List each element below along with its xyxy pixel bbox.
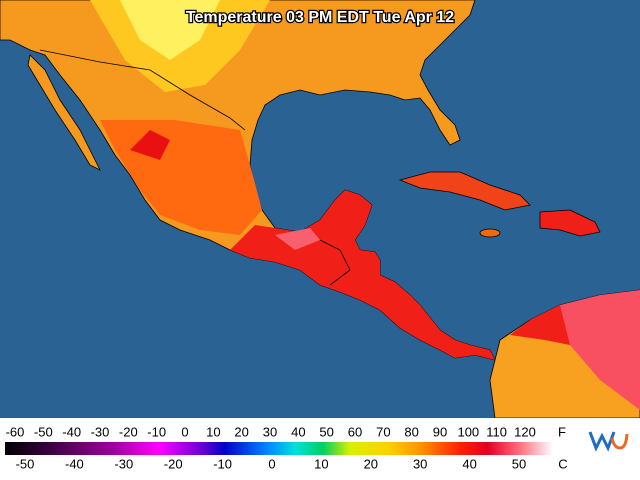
hispaniola <box>539 209 601 237</box>
celsius-label: 50 <box>512 456 526 471</box>
celsius-label: 0 <box>268 456 275 471</box>
cuba <box>398 171 531 211</box>
map <box>0 0 640 419</box>
pink-patch <box>275 228 320 250</box>
fahrenheit-label: -20 <box>119 424 138 439</box>
fahrenheit-label: 80 <box>404 424 418 439</box>
logo-w <box>588 431 616 452</box>
color-scale <box>5 442 553 455</box>
celsius-label: 20 <box>364 456 378 471</box>
south-america-red <box>510 305 570 345</box>
fahrenheit-label: 50 <box>319 424 333 439</box>
fahrenheit-label: 0 <box>181 424 188 439</box>
celsius-label: -10 <box>213 456 232 471</box>
legend-labels: -60 -50 -40 -30 -20 -10 0 10 20 30 40 50 60 70 80 90 100… <box>6 424 536 471</box>
fahrenheit-label: 100 <box>457 424 479 439</box>
fahrenheit-label: -50 <box>34 424 53 439</box>
fahrenheit-label: 30 <box>263 424 277 439</box>
fahrenheit-label: 40 <box>291 424 305 439</box>
fahrenheit-label: 110 <box>486 424 507 439</box>
celsius-label: -40 <box>65 456 84 471</box>
logo <box>588 428 629 452</box>
hot-spot <box>130 130 170 160</box>
celsius-label: -30 <box>114 456 133 471</box>
celsius-label: 10 <box>314 456 328 471</box>
fahrenheit-label: 90 <box>433 424 447 439</box>
jamaica <box>479 228 501 238</box>
celsius-label: -20 <box>164 456 183 471</box>
map-title: Temperature 03 PM EDT Tue Apr 12 <box>186 9 454 26</box>
fahrenheit-label: -40 <box>62 424 81 439</box>
celsius-label: 40 <box>462 456 476 471</box>
fahrenheit-label: 10 <box>206 424 220 439</box>
warmest-north <box>120 0 220 60</box>
celsius-unit: C <box>558 456 567 471</box>
fahrenheit-label: -30 <box>91 424 110 439</box>
logo-u <box>610 433 629 450</box>
fahrenheit-label: 70 <box>376 424 390 439</box>
fahrenheit-label: 20 <box>234 424 248 439</box>
fahrenheit-label: 60 <box>348 424 362 439</box>
fahrenheit-label: -60 <box>6 424 25 439</box>
celsius-label: -50 <box>16 456 35 471</box>
baja-california <box>27 54 101 171</box>
fahrenheit-label: -10 <box>147 424 166 439</box>
celsius-label: 30 <box>413 456 427 471</box>
fahrenheit-unit: F <box>558 424 566 439</box>
legend: F C -60 -50 -40 -30 -20 -10 0 10 20 30 40 50 60 70 80 9… <box>0 418 640 480</box>
fahrenheit-label: 120 <box>514 424 536 439</box>
